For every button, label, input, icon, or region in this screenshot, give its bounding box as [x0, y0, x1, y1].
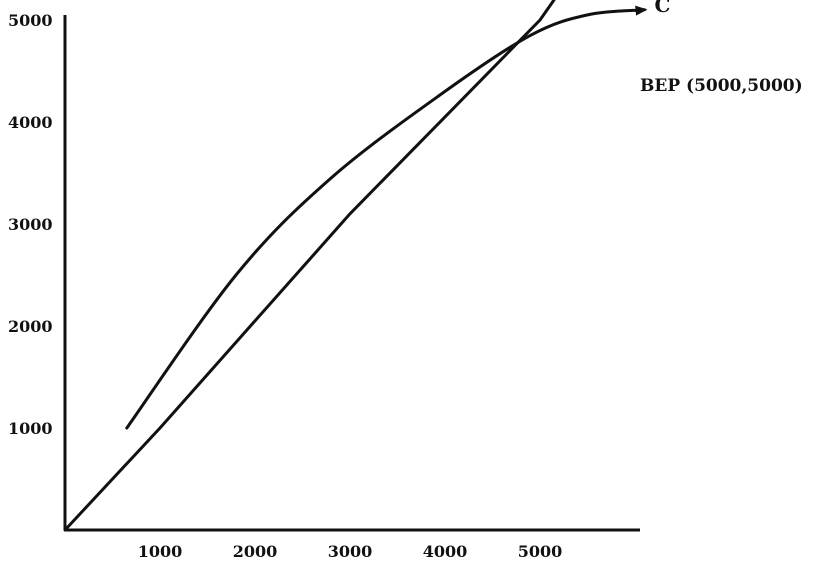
series: C: [63, 0, 671, 532]
x-tick-label-2000: 2000: [233, 542, 278, 561]
axes: [63, 15, 640, 532]
x-tick-label-4000: 4000: [423, 542, 468, 561]
x-tick-label-3000: 3000: [328, 542, 373, 561]
annotations: BEP (5000,5000): [640, 76, 803, 96]
series-line-c: [125, 5, 648, 430]
series-label-c: C: [655, 0, 671, 17]
tick-labels: 1000 2000 3000 4000 5000 1000 2000 3000 4000 5000: [8, 11, 562, 561]
y-tick-label-4000: 4000: [8, 113, 53, 132]
y-tick-label-5000: 5000: [8, 11, 53, 30]
x-tick-label-1000: 1000: [138, 542, 183, 561]
y-tick-label-2000: 2000: [8, 317, 53, 336]
y-tick-label-1000: 1000: [8, 419, 53, 438]
annotation-bep: BEP (5000,5000): [640, 76, 803, 96]
y-tick-label-3000: 3000: [8, 215, 53, 234]
x-tick-label-5000: 5000: [518, 542, 563, 561]
series-line-0: [63, 0, 556, 532]
